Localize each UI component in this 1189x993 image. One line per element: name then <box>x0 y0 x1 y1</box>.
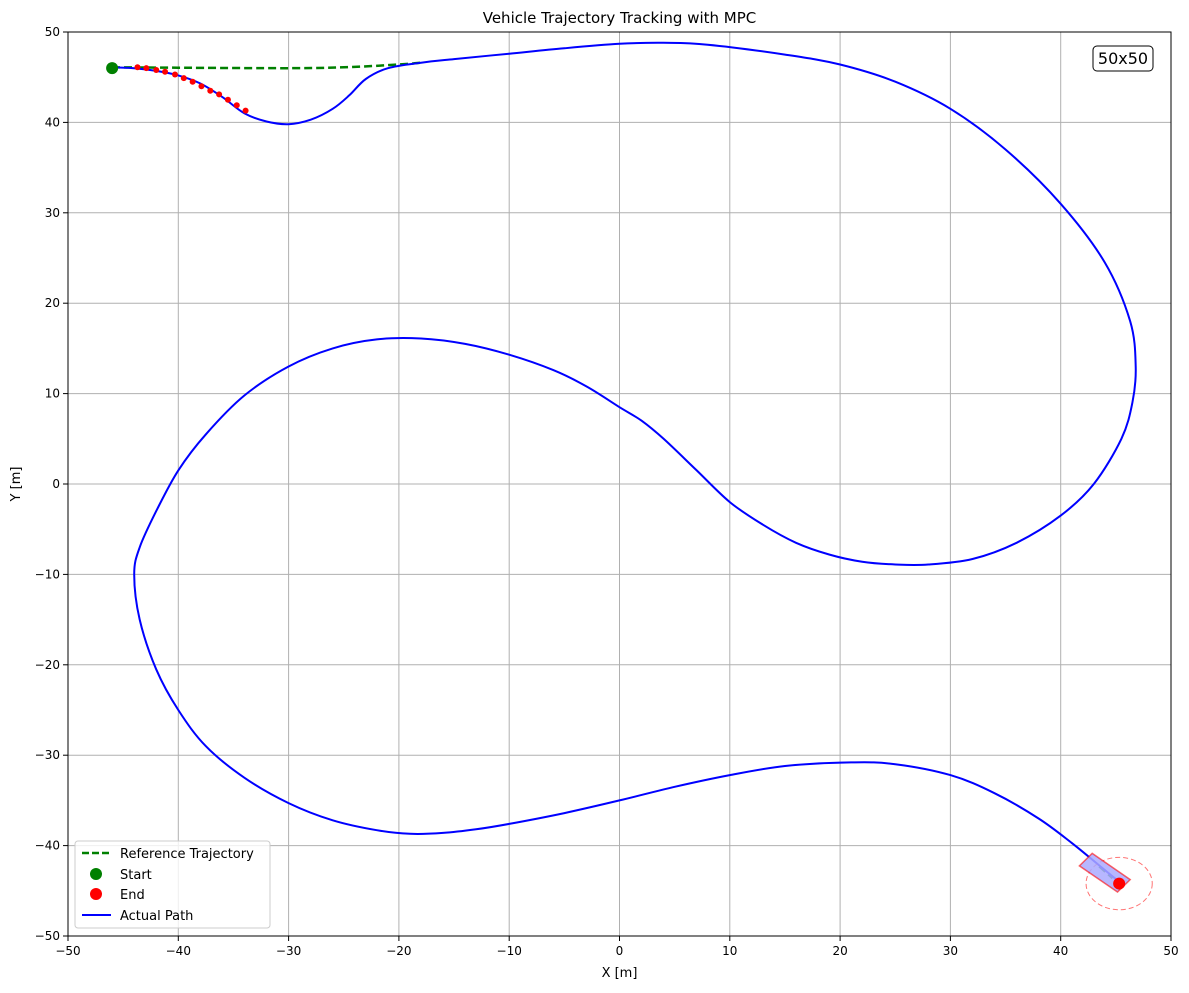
y-tick-label: −20 <box>35 658 60 672</box>
y-tick-label: 10 <box>45 387 60 401</box>
axis-ticks: −50 −40 −30 −20 −10 0 10 20 30 40 50 −50 −40 −30 −20 −1… <box>35 25 1179 958</box>
legend-start-label: Start <box>120 868 152 883</box>
prediction-point <box>162 68 169 75</box>
y-tick-label: −40 <box>35 839 60 853</box>
legend: Reference Trajectory Start End Actual Pa… <box>74 840 271 929</box>
legend-box <box>74 840 271 929</box>
y-tick-label: −10 <box>35 567 60 581</box>
y-tick-label: 50 <box>45 25 60 39</box>
x-tick-label: 40 <box>1053 944 1068 958</box>
prediction-point <box>134 64 141 71</box>
legend-actual-label: Actual Path <box>120 909 193 924</box>
prediction-point <box>153 66 160 73</box>
prediction-point <box>224 96 231 103</box>
prediction-point <box>180 75 187 82</box>
y-tick-label: 30 <box>45 206 60 220</box>
prediction-point <box>143 65 150 72</box>
y-tick-label: 0 <box>52 477 60 491</box>
y-axis-label: Y [m] <box>9 467 24 503</box>
legend-reference-label: Reference Trajectory <box>120 847 254 862</box>
legend-end-label: End <box>120 888 145 903</box>
x-tick-label: 0 <box>616 944 624 958</box>
size-annotation-text: 50x50 <box>1098 49 1148 68</box>
x-tick-label: −30 <box>276 944 301 958</box>
safety-circle <box>1085 856 1153 911</box>
y-tick-label: −30 <box>35 748 60 762</box>
prediction-point <box>216 91 223 98</box>
prediction-point <box>171 71 178 78</box>
x-tick-label: 30 <box>943 944 958 958</box>
x-tick-label: −20 <box>386 944 411 958</box>
end-marker <box>1113 877 1126 890</box>
x-tick-label: −10 <box>497 944 522 958</box>
x-tick-label: 20 <box>832 944 847 958</box>
legend-end-swatch <box>90 888 102 900</box>
x-tick-label: 10 <box>722 944 737 958</box>
x-tick-label: −50 <box>55 944 80 958</box>
size-annotation-box <box>1092 45 1154 72</box>
legend-start-swatch <box>90 868 102 880</box>
prediction-point <box>189 78 196 85</box>
actual-path-line <box>112 41 1137 883</box>
y-tick-label: 20 <box>45 296 60 310</box>
start-marker <box>106 62 119 75</box>
x-axis-label: X [m] <box>602 966 638 981</box>
prediction-point <box>198 83 205 90</box>
reference-trajectory-line <box>112 61 422 70</box>
size-annotation: 50x50 <box>1092 45 1154 72</box>
y-tick-label: 40 <box>45 115 60 129</box>
prediction-point <box>233 102 240 109</box>
prediction-point <box>207 87 214 94</box>
x-tick-label: 50 <box>1163 944 1178 958</box>
y-tick-label: −50 <box>35 929 60 943</box>
prediction-point <box>242 107 249 114</box>
chart-title: Vehicle Trajectory Tracking with MPC <box>483 9 757 27</box>
plot-area <box>106 41 1153 911</box>
x-tick-label: −40 <box>166 944 191 958</box>
